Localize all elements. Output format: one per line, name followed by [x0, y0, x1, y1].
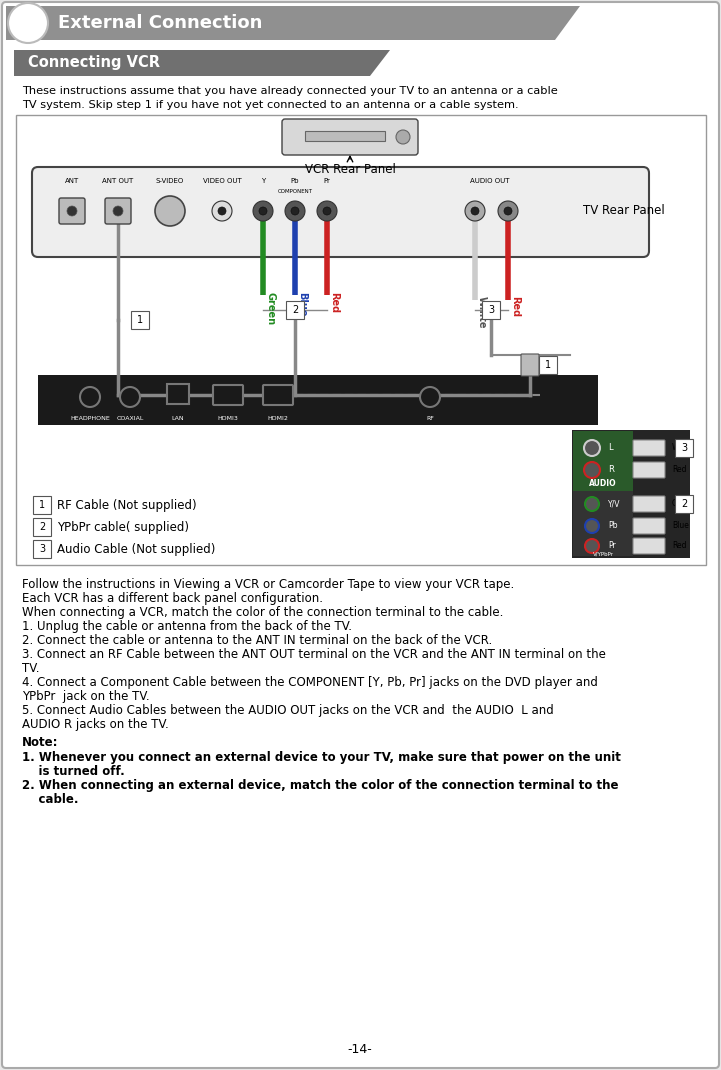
Text: Note:: Note: — [22, 736, 58, 749]
Text: Blue: Blue — [297, 292, 307, 317]
FancyBboxPatch shape — [633, 496, 665, 513]
FancyBboxPatch shape — [675, 439, 693, 457]
Text: 4. Connect a Component Cable between the COMPONENT [Y, Pb, Pr] jacks on the DVD : 4. Connect a Component Cable between the… — [22, 676, 598, 689]
Text: 3: 3 — [488, 305, 494, 315]
Circle shape — [113, 207, 123, 216]
Text: Each VCR has a different back panel configuration.: Each VCR has a different back panel conf… — [22, 592, 323, 605]
Circle shape — [584, 440, 600, 456]
Bar — [572, 430, 690, 557]
Text: COMPONENT: COMPONENT — [278, 189, 312, 194]
Circle shape — [67, 207, 77, 216]
FancyBboxPatch shape — [305, 131, 385, 141]
Text: Follow the instructions in Viewing a VCR or Camcorder Tape to view your VCR tape: Follow the instructions in Viewing a VCR… — [22, 578, 514, 591]
Text: RF Cable (Not supplied): RF Cable (Not supplied) — [57, 499, 197, 511]
Circle shape — [212, 201, 232, 221]
Text: 5. Connect Audio Cables between the AUDIO OUT jacks on the VCR and  the AUDIO  L: 5. Connect Audio Cables between the AUDI… — [22, 704, 554, 717]
Polygon shape — [6, 6, 580, 40]
Text: LAN: LAN — [172, 416, 185, 421]
Text: 3: 3 — [39, 544, 45, 554]
Circle shape — [285, 201, 305, 221]
Circle shape — [471, 207, 479, 215]
Text: White: White — [477, 296, 487, 328]
Text: HDMI3: HDMI3 — [218, 416, 239, 421]
Text: Pb: Pb — [291, 178, 299, 184]
Circle shape — [259, 207, 267, 215]
Text: Red: Red — [510, 296, 520, 317]
Text: ANT: ANT — [65, 178, 79, 184]
FancyBboxPatch shape — [573, 491, 633, 556]
Circle shape — [498, 201, 518, 221]
Text: VCR Rear Panel: VCR Rear Panel — [304, 163, 395, 175]
Text: 3: 3 — [681, 443, 687, 453]
FancyBboxPatch shape — [482, 301, 500, 319]
Text: Blue: Blue — [672, 521, 689, 531]
FancyBboxPatch shape — [633, 518, 665, 534]
FancyBboxPatch shape — [213, 385, 243, 406]
Text: AUDIO R jacks on the TV.: AUDIO R jacks on the TV. — [22, 718, 169, 731]
Text: Green: Green — [265, 292, 275, 325]
Text: External Connection: External Connection — [58, 14, 262, 32]
Circle shape — [585, 496, 599, 511]
Text: When connecting a VCR, match the color of the connection terminal to the cable.: When connecting a VCR, match the color o… — [22, 606, 503, 620]
FancyBboxPatch shape — [167, 384, 189, 404]
Text: COAXIAL: COAXIAL — [116, 416, 143, 421]
Text: 1: 1 — [545, 360, 551, 370]
Polygon shape — [14, 50, 390, 76]
Text: Red: Red — [672, 465, 686, 474]
Circle shape — [291, 207, 299, 215]
Bar — [16, 114, 706, 565]
Text: HEADPHONE: HEADPHONE — [70, 416, 110, 421]
FancyBboxPatch shape — [105, 198, 131, 224]
Text: AUDIO OUT: AUDIO OUT — [470, 178, 510, 184]
Text: 2: 2 — [39, 522, 45, 532]
Circle shape — [396, 129, 410, 144]
Circle shape — [8, 3, 48, 43]
FancyBboxPatch shape — [32, 167, 649, 257]
Text: These instructions assume that you have already connected your TV to an antenna : These instructions assume that you have … — [22, 86, 558, 96]
Text: cable.: cable. — [22, 793, 79, 806]
Text: 2. When connecting an external device, match the color of the connection termina: 2. When connecting an external device, m… — [22, 779, 619, 792]
Text: -14-: -14- — [348, 1043, 372, 1056]
Circle shape — [504, 207, 512, 215]
FancyBboxPatch shape — [263, 385, 293, 406]
Circle shape — [420, 387, 440, 407]
FancyBboxPatch shape — [633, 538, 665, 554]
Text: Y/V: Y/V — [608, 500, 621, 508]
Circle shape — [465, 201, 485, 221]
Text: YPbPr  jack on the TV.: YPbPr jack on the TV. — [22, 690, 150, 703]
Text: Y: Y — [261, 178, 265, 184]
Circle shape — [317, 201, 337, 221]
Text: TV.: TV. — [22, 662, 40, 675]
Text: 2. Connect the cable or antenna to the ANT IN terminal on the back of the VCR.: 2. Connect the cable or antenna to the A… — [22, 635, 492, 647]
Text: 1: 1 — [137, 315, 143, 325]
Circle shape — [585, 519, 599, 533]
Text: AUDIO: AUDIO — [589, 479, 616, 488]
Text: Pr: Pr — [608, 541, 616, 550]
Text: RF: RF — [426, 416, 434, 421]
FancyBboxPatch shape — [633, 462, 665, 478]
Bar — [38, 374, 598, 425]
FancyBboxPatch shape — [286, 301, 304, 319]
Text: 2: 2 — [292, 305, 298, 315]
Text: Green: Green — [672, 500, 695, 508]
Circle shape — [218, 207, 226, 215]
Text: Pr: Pr — [324, 178, 330, 184]
Text: TV Rear Panel: TV Rear Panel — [583, 204, 665, 217]
FancyBboxPatch shape — [675, 495, 693, 513]
Text: 1. Whenever you connect an external device to your TV, make sure that power on t: 1. Whenever you connect an external devi… — [22, 751, 621, 764]
FancyBboxPatch shape — [282, 119, 418, 155]
FancyBboxPatch shape — [33, 518, 51, 536]
FancyBboxPatch shape — [33, 496, 51, 514]
Text: 1: 1 — [39, 500, 45, 510]
Circle shape — [584, 462, 600, 478]
Text: is turned off.: is turned off. — [22, 765, 125, 778]
Circle shape — [155, 196, 185, 226]
Text: 2: 2 — [681, 499, 687, 509]
Circle shape — [80, 387, 100, 407]
Text: R: R — [608, 465, 614, 474]
FancyBboxPatch shape — [33, 540, 51, 557]
Text: VIDEO OUT: VIDEO OUT — [203, 178, 242, 184]
Text: Red: Red — [672, 541, 686, 550]
Circle shape — [323, 207, 331, 215]
